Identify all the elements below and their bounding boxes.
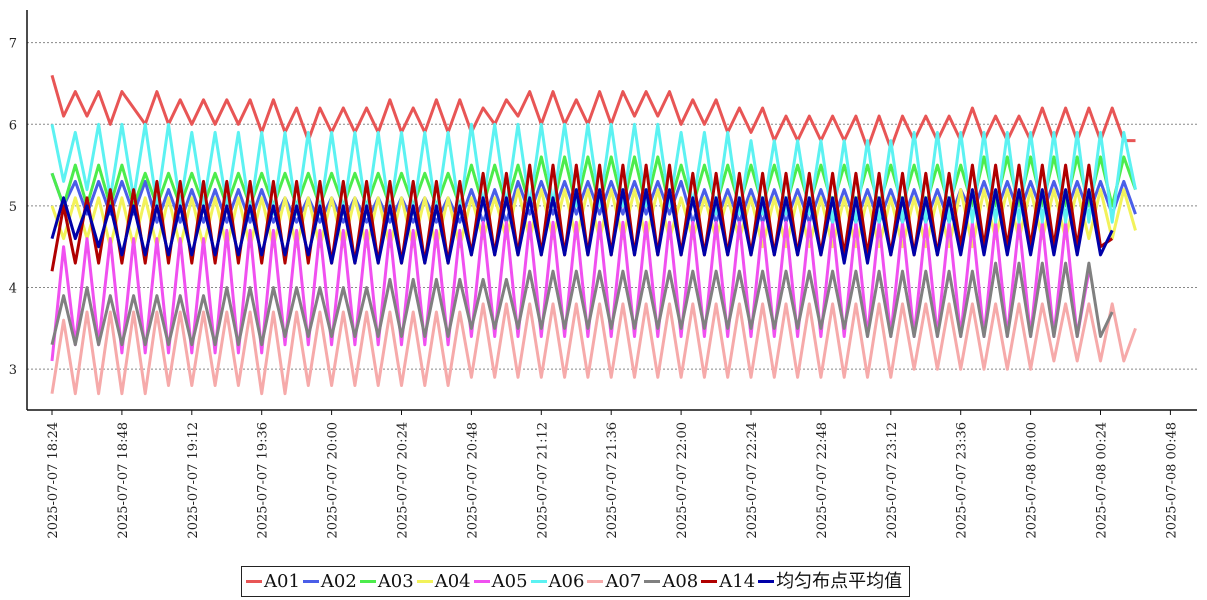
x-tick-label: 2025-07-07 22:00 (675, 422, 690, 539)
x-tick-label: 2025-07-08 00:48 (1164, 422, 1179, 539)
legend-swatch (359, 580, 376, 583)
y-tick-label: 6 (9, 118, 17, 133)
series-line-A06 (50, 122, 1137, 224)
legend-swatch (587, 580, 604, 583)
x-tick-label: 2025-07-07 21:36 (605, 422, 620, 539)
legend-item: A08 (644, 570, 699, 592)
legend-label: A06 (548, 570, 585, 592)
legend-item: A14 (701, 570, 756, 592)
x-tick-label: 2025-07-07 23:12 (885, 422, 900, 539)
legend-label: A02 (320, 570, 357, 592)
y-tick-label: 5 (9, 200, 17, 215)
x-tick-label: 2025-07-07 20:24 (396, 422, 411, 539)
legend-swatch (758, 580, 775, 583)
x-tick-label: 2025-07-07 18:48 (116, 422, 131, 539)
x-tick-label: 2025-07-07 21:12 (535, 422, 550, 539)
legend-item: A01 (246, 570, 300, 592)
y-tick-label: 7 (9, 37, 17, 52)
legend: A01 A02 A03 A04 A05 A06 A07 A08 A14 均匀布点平均值 (241, 566, 911, 597)
legend-swatch (246, 580, 262, 583)
series-line-均匀布点平均值 (50, 188, 1114, 265)
legend-label: A05 (491, 570, 528, 592)
legend-label: A01 (264, 570, 300, 592)
x-tick-label: 2025-07-07 22:48 (815, 422, 830, 539)
legend-swatch (473, 580, 490, 583)
x-tick-label: 2025-07-07 19:12 (186, 422, 201, 539)
y-tick-labels: 3 4 5 6 7 (9, 37, 17, 379)
x-tick-label: 2025-07-08 00:00 (1025, 422, 1040, 539)
x-tick-label: 2025-07-07 20:48 (465, 422, 480, 539)
x-tick-label: 2025-07-07 19:36 (256, 422, 271, 539)
legend-item: A06 (530, 570, 585, 592)
series-line-A07 (50, 302, 1137, 396)
x-tick-label: 2025-07-07 18:24 (46, 422, 61, 539)
series-line-A01 (50, 74, 1136, 151)
legend-swatch (302, 580, 319, 583)
legend-swatch (644, 580, 661, 583)
series-lines (50, 74, 1137, 396)
legend-item: A03 (359, 570, 414, 592)
legend-label: A04 (434, 570, 471, 592)
legend-swatch (416, 580, 433, 583)
legend-label: A14 (719, 570, 756, 592)
x-tick-label: 2025-07-07 22:24 (745, 422, 760, 539)
legend-label: A08 (662, 570, 699, 592)
series-line-A08 (50, 261, 1114, 347)
legend-label: 均匀布点平均值 (776, 570, 903, 592)
legend-item: A07 (587, 570, 642, 592)
x-tick-labels: 2025-07-07 18:24 2025-07-07 18:48 2025-07-… (46, 410, 1179, 539)
legend-item: A05 (473, 570, 528, 592)
legend-item: 均匀布点平均值 (758, 570, 903, 592)
axes (26, 10, 1197, 411)
x-tick-label: 2025-07-07 23:36 (955, 422, 970, 539)
legend-item: A04 (416, 570, 471, 592)
legend-swatch (701, 580, 718, 583)
legend-swatch (530, 580, 547, 583)
y-tick-label: 3 (9, 363, 17, 378)
legend-label: A03 (377, 570, 414, 592)
legend-item: A02 (302, 570, 357, 592)
legend-label: A07 (605, 570, 642, 592)
x-tick-label: 2025-07-07 20:00 (326, 422, 341, 539)
y-tick-label: 4 (9, 282, 17, 297)
x-tick-label: 2025-07-08 00:24 (1095, 422, 1110, 539)
